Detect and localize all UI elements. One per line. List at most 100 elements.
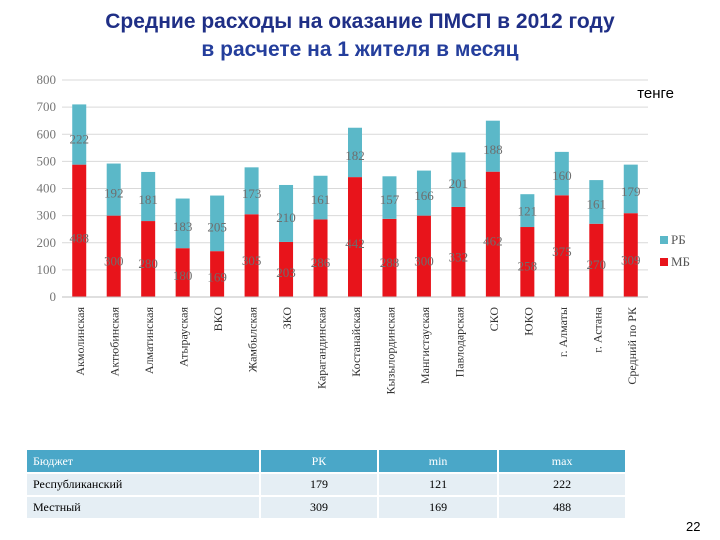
x-category-label: Средний по РК: [625, 306, 639, 385]
bar-rb: [279, 184, 294, 242]
bar-rb: [106, 163, 121, 216]
table-cell: 121: [378, 474, 500, 495]
data-label-mb: 488: [69, 230, 89, 245]
bar-rb: [554, 151, 569, 196]
table-cell: Республиканский: [27, 474, 261, 495]
y-tick-label: 100: [37, 262, 57, 277]
data-label-rb: 181: [138, 192, 158, 207]
data-label-rb: 173: [242, 186, 262, 201]
x-category-label: Атырауская: [177, 307, 191, 367]
x-category-label: г. Алматы: [556, 307, 570, 357]
data-label-rb: 210: [276, 210, 296, 225]
bar-mb: [416, 215, 431, 297]
bar-mb: [589, 223, 604, 297]
bar-mb: [175, 248, 190, 297]
data-label-rb: 222: [69, 132, 89, 147]
y-tick-label: 800: [37, 72, 57, 87]
data-label-mb: 309: [621, 252, 641, 267]
bar-rb: [520, 194, 535, 228]
x-category-label: ЗКО: [280, 307, 294, 330]
header-cell: min: [378, 450, 500, 472]
data-label-mb: 332: [449, 249, 469, 264]
y-tick-label: 200: [37, 235, 57, 250]
x-category-label: Акмолинская: [73, 307, 87, 376]
y-tick-label: 600: [37, 126, 57, 141]
header-cell: РК: [261, 450, 379, 472]
bar-rb: [348, 127, 362, 178]
bar-rb: [382, 176, 397, 219]
bar-rb: [623, 164, 638, 214]
y-tick-label: 300: [37, 208, 57, 223]
table-cell: 179: [261, 474, 379, 495]
bar-mb: [623, 213, 638, 297]
data-label-rb: 205: [207, 220, 227, 235]
bar-mb: [520, 227, 535, 297]
bar-mb: [382, 218, 397, 297]
data-label-mb: 300: [414, 253, 434, 268]
title-line-2: в расчете на 1 жителя в месяц: [201, 38, 519, 61]
bar-rb: [589, 180, 604, 224]
data-label-mb: 462: [483, 234, 503, 249]
legend-label: МБ: [671, 254, 690, 269]
bar-mb: [210, 251, 225, 297]
data-label-mb: 270: [587, 257, 607, 272]
data-label-mb: 286: [311, 255, 331, 270]
bar-mb: [313, 219, 328, 297]
bar-mb: [451, 206, 466, 297]
data-label-mb: 203: [276, 265, 296, 280]
data-label-rb: 182: [345, 148, 365, 163]
x-category-label: Алматинская: [142, 307, 156, 375]
legend-label: РБ: [671, 232, 686, 247]
table-cell: 222: [499, 474, 627, 495]
bar-rb: [244, 167, 259, 215]
x-category-label: Карагандинская: [315, 307, 329, 389]
data-label-rb: 157: [380, 192, 400, 207]
unit-label: тенге: [637, 85, 674, 102]
bar-rb: [175, 198, 190, 249]
bar-rb: [485, 120, 500, 172]
bar-mb: [141, 221, 156, 297]
x-category-label: Жамбылская: [246, 307, 260, 373]
data-label-mb: 288: [380, 255, 400, 270]
data-label-mb: 305: [242, 253, 262, 268]
title-line-1: Средние расходы на оказание ПМСП в 2012 …: [105, 10, 615, 33]
y-tick-label: 0: [50, 289, 57, 304]
page-number: 22: [686, 519, 701, 534]
page-title: Средние расходы на оказание ПМСП в 2012 …: [0, 8, 720, 64]
x-category-label: ЮКО: [521, 307, 535, 336]
bar-mb: [485, 171, 500, 297]
data-label-rb: 179: [621, 184, 641, 199]
x-category-label: Мангистауская: [418, 307, 432, 384]
data-label-rb: 201: [449, 176, 469, 191]
x-category-label: Актюбинская: [108, 307, 122, 377]
data-label-mb: 442: [345, 236, 365, 251]
bar-rb: [210, 195, 225, 252]
data-label-rb: 161: [311, 192, 331, 207]
data-label-mb: 258: [518, 259, 538, 274]
x-category-label: Павлодарская: [452, 307, 466, 378]
x-category-label: ВКО: [211, 307, 225, 332]
data-label-rb: 121: [518, 204, 538, 219]
y-tick-label: 700: [37, 99, 57, 114]
table-cell: 488: [499, 497, 627, 518]
y-tick-label: 400: [37, 181, 57, 196]
budget-table: Бюджет РК min max Республиканский 179 12…: [27, 448, 627, 520]
legend-swatch: [660, 258, 668, 266]
header-cell: max: [499, 450, 627, 472]
table-row: Республиканский 179 121 222: [27, 474, 627, 495]
table-row: Местный 309 169 488: [27, 497, 627, 518]
table-cell: 169: [378, 497, 500, 518]
bar-mb: [244, 214, 259, 297]
table-header-row: Бюджет РК min max: [27, 450, 627, 472]
x-category-label: СКО: [487, 307, 501, 332]
bar-mb: [279, 241, 294, 297]
data-label-mb: 280: [138, 256, 158, 271]
data-label-mb: 300: [104, 253, 124, 268]
data-label-mb: 180: [173, 268, 193, 283]
bar-rb: [141, 171, 156, 222]
bar-rb: [72, 104, 87, 165]
data-label-rb: 166: [414, 188, 434, 203]
data-label-rb: 183: [173, 219, 193, 234]
data-label-rb: 160: [552, 168, 572, 183]
data-label-rb: 161: [587, 196, 607, 211]
